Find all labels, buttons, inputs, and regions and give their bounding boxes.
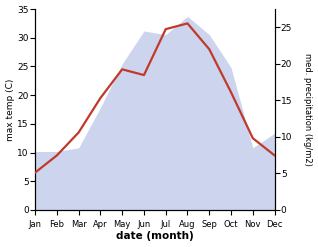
X-axis label: date (month): date (month) — [116, 231, 194, 242]
Y-axis label: max temp (C): max temp (C) — [5, 78, 15, 141]
Y-axis label: med. precipitation (kg/m2): med. precipitation (kg/m2) — [303, 53, 313, 166]
